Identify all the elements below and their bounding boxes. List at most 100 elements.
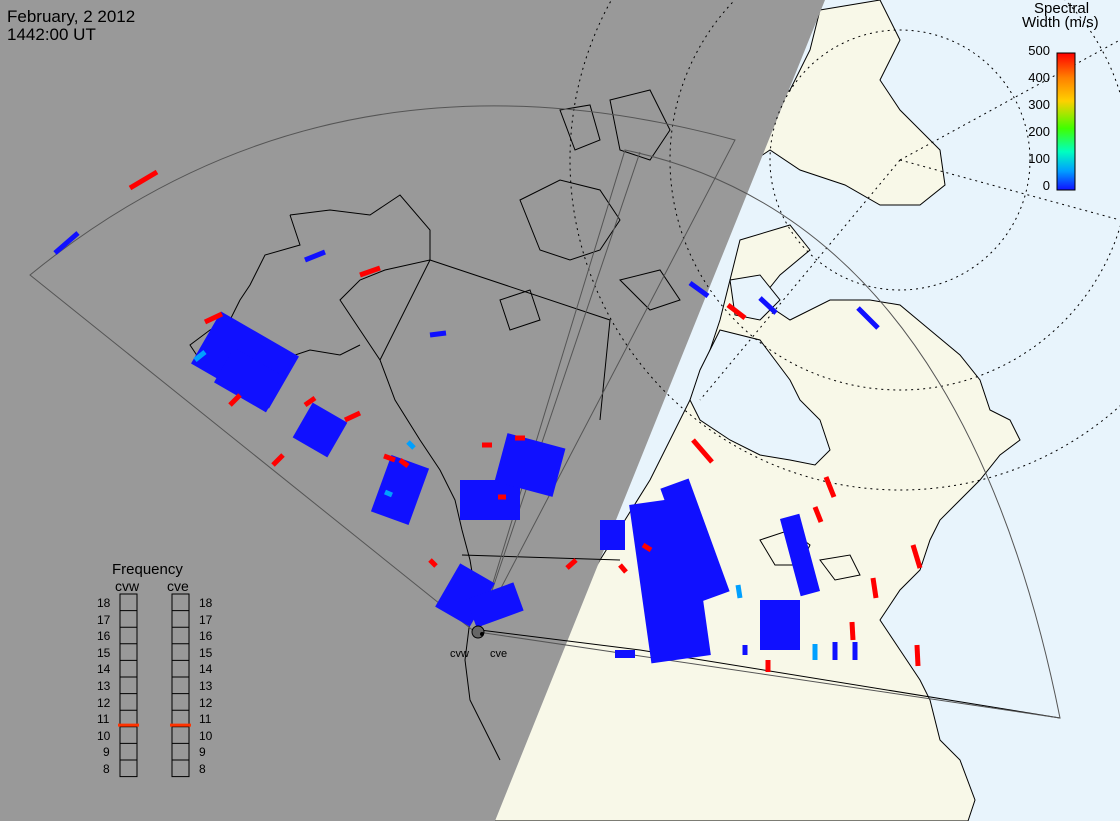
scatter-streak: [398, 458, 410, 468]
scatter-streak: [641, 542, 653, 553]
scatter-streak: [203, 311, 224, 325]
site-label-cve: cve: [490, 648, 508, 660]
colorbar-tick-label: 0: [1042, 178, 1050, 193]
scatter-streak: [691, 438, 714, 464]
scatter-streak: [304, 249, 326, 263]
lon-line-1: [899, 39, 1120, 161]
scatter-streak: [53, 231, 80, 255]
cvw-site-marker: [471, 625, 485, 639]
latitude-grid: [569, 0, 1120, 491]
alaska-west-coast: [189, 214, 301, 361]
radar-fov: [29, 105, 1061, 719]
scatter-cell: [494, 433, 566, 497]
hudson-bay: [689, 329, 831, 466]
scatter-streak: [735, 584, 743, 599]
scatter-cell: [292, 402, 348, 458]
scatter-streak: [228, 393, 242, 407]
frequency-level-right: 10: [199, 728, 213, 743]
frequency-level-left: 10: [97, 728, 111, 743]
territorial-border: [429, 259, 611, 421]
frequency-gauges: [118, 593, 191, 778]
colorbar-title-line2: Width (m/s): [1022, 14, 1099, 31]
scatter-cell: [466, 582, 524, 628]
landmass: [469, 0, 1021, 821]
frequency-level-right: 11: [199, 712, 212, 727]
scatter-streak: [384, 489, 393, 498]
us-canada-border: [461, 554, 621, 561]
frequency-radar-cve: cve: [167, 578, 189, 594]
lon-line-2: [899, 159, 1120, 221]
cvw-fov-outline: [29, 105, 736, 633]
night-shading: [0, 0, 825, 821]
scatter-streaks-blue: [53, 231, 880, 660]
scatter-low-width: [191, 311, 821, 664]
lat-circle-1: [769, 29, 1031, 291]
frequency-level-right: 13: [199, 679, 213, 693]
scatter-mid-width: [193, 350, 818, 660]
frequency-level-right: 16: [199, 629, 213, 644]
scatter-streak: [343, 410, 362, 423]
scatter-streak: [849, 621, 856, 641]
radar-site-markers: [471, 625, 485, 639]
arctic-islands: [499, 89, 681, 331]
colorbar-tick-label: 400: [1028, 70, 1050, 85]
lon-line-3: [699, 159, 901, 401]
scatter-cell: [779, 513, 821, 597]
site-label-cvw: cvw: [450, 648, 469, 660]
frequency-level-left: 11: [97, 712, 110, 727]
scatter-cell: [615, 650, 635, 658]
frequency-level-right: 14: [199, 662, 213, 677]
coastlines: [189, 89, 1061, 761]
scatter-streak: [856, 306, 880, 330]
colorbar-gradient: [1056, 52, 1076, 191]
frequency-title: Frequency: [112, 561, 183, 578]
fov-beam-edge: [477, 151, 641, 633]
scatter-streak: [428, 558, 438, 568]
scatter-streak: [406, 440, 416, 450]
frequency-level-left: 14: [97, 662, 111, 677]
scatter-streak: [271, 453, 285, 467]
frequency-level-left: 13: [97, 679, 111, 693]
scatter-streak: [303, 395, 317, 408]
colorbar-tick-label: 300: [1028, 97, 1050, 112]
us-state-border: [479, 629, 1061, 719]
frequency-level-left: 15: [97, 645, 111, 660]
scatter-cell: [600, 520, 625, 550]
canada-alaska-border: [379, 259, 431, 361]
frequency-level-right: 8: [199, 762, 206, 776]
scatter-streak: [193, 350, 207, 362]
scatter-streak: [565, 558, 578, 570]
scatter-high-width: [128, 169, 923, 672]
scatter-cell: [760, 600, 800, 650]
scatter-streak: [726, 303, 747, 320]
colorbar-tick-label: 500: [1028, 43, 1050, 58]
frequency-level-left: 9: [103, 745, 110, 760]
frequency-level-left: 17: [97, 612, 111, 627]
frequency-gauge-cvw: [119, 593, 138, 778]
frequency-radar-cvw: cvw: [115, 578, 140, 594]
scatter-cell: [370, 454, 430, 526]
scatter-cell: [660, 478, 730, 602]
frequency-level-left: 12: [97, 695, 111, 710]
colorbar-tick-label: 200: [1028, 124, 1050, 139]
frequency-level-left: 16: [97, 629, 111, 644]
scatter-cell: [460, 480, 520, 520]
scatter-streak: [688, 280, 710, 299]
scatter-cell: [214, 347, 286, 413]
colorbar-tick-label: 100: [1028, 151, 1050, 166]
date-label: February, 2 2012: [7, 7, 136, 26]
cve-site-marker: [480, 632, 484, 636]
frequency-level-right: 15: [199, 645, 213, 660]
colorbar: [1056, 52, 1076, 191]
time-label: 1442:00 UT: [7, 25, 96, 44]
frequency-level-right: 9: [199, 745, 206, 760]
scatter-streak: [910, 544, 923, 569]
scatter-streak: [429, 330, 447, 338]
scatter-streak: [128, 169, 159, 191]
scatter-streak: [618, 563, 628, 574]
frequency-level-right: 18: [199, 596, 213, 610]
colorbar-title-line1: Spectral: [1034, 0, 1090, 17]
scatter-streak: [812, 506, 824, 523]
